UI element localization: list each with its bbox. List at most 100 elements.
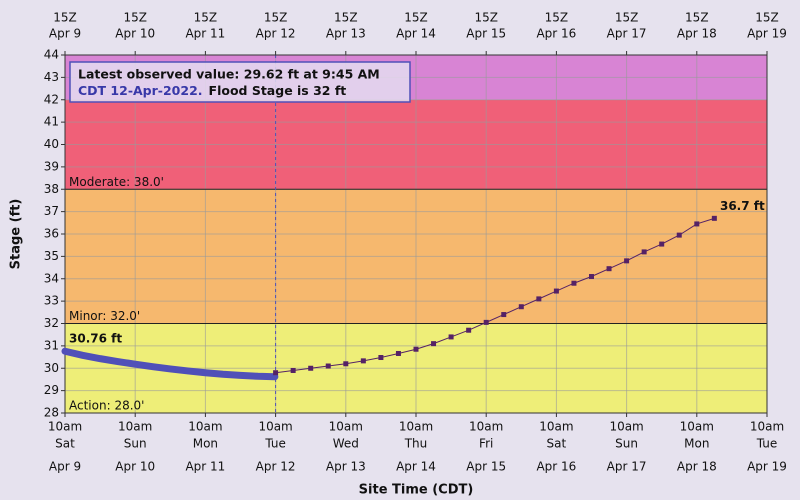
top-x-tick-date: Apr 19 — [747, 27, 787, 41]
x-tick-weekday: Tue — [264, 437, 286, 451]
forecast-point — [325, 363, 331, 369]
x-tick-weekday: Mon — [684, 437, 709, 451]
x-tick-label: 10am — [680, 420, 714, 434]
top-x-tick-date: Apr 10 — [115, 27, 155, 41]
threshold-label: Minor: 32.0' — [69, 309, 140, 323]
forecast-point — [273, 370, 279, 376]
x-tick-date: Apr 17 — [607, 460, 647, 474]
forecast-point — [378, 355, 384, 361]
top-x-tick-utc: 15Z — [334, 11, 358, 25]
top-x-tick-utc: 15Z — [194, 11, 218, 25]
x-axis-title: Site Time (CDT) — [359, 483, 474, 498]
forecast-point — [483, 319, 489, 325]
forecast-point — [431, 341, 437, 347]
y-tick-label: 36 — [44, 227, 59, 241]
x-tick-weekday: Tue — [756, 437, 778, 451]
x-tick-weekday: Sat — [55, 437, 75, 451]
y-tick-label: 32 — [44, 316, 59, 330]
top-x-tick-utc: 15Z — [53, 11, 77, 25]
top-x-tick-date: Apr 12 — [256, 27, 296, 41]
forecast-point — [624, 258, 630, 264]
annotation-box — [69, 61, 411, 103]
x-tick-weekday: Sat — [547, 437, 567, 451]
forecast-point — [448, 334, 454, 340]
top-x-tick-date: Apr 17 — [607, 27, 647, 41]
forecast-point — [606, 266, 612, 272]
y-tick-label: 41 — [44, 115, 59, 129]
y-axis-title: Stage (ft) — [9, 199, 24, 270]
forecast-point — [466, 327, 472, 333]
annotation-flood: Flood Stage is 32 ft — [209, 83, 347, 98]
top-x-tick-utc: 15Z — [545, 11, 569, 25]
forecast-point — [659, 241, 665, 247]
top-x-tick-date: Apr 9 — [49, 27, 81, 41]
x-tick-label: 10am — [539, 420, 573, 434]
forecast-point — [343, 361, 349, 367]
top-x-tick-date: Apr 16 — [536, 27, 576, 41]
x-tick-date: Apr 19 — [747, 460, 787, 474]
y-tick-label: 30 — [44, 361, 59, 375]
x-tick-weekday: Sun — [615, 437, 638, 451]
top-x-tick-utc: 15Z — [123, 11, 147, 25]
series-label: 30.76 ft — [69, 332, 122, 346]
forecast-point — [360, 358, 366, 364]
top-x-tick-utc: 15Z — [474, 11, 498, 25]
threshold-label: Action: 28.0' — [69, 399, 144, 413]
y-tick-label: 38 — [44, 182, 59, 196]
top-x-tick-date: Apr 15 — [466, 27, 506, 41]
forecast-point — [641, 249, 647, 255]
y-tick-label: 44 — [44, 48, 59, 62]
top-x-tick-utc: 15Z — [755, 11, 779, 25]
forecast-line — [275, 217, 715, 374]
annotation-date: CDT 12-Apr-2022. — [78, 83, 203, 98]
top-x-tick-utc: 15Z — [404, 11, 428, 25]
x-tick-date: Apr 10 — [115, 460, 155, 474]
x-tick-label: 10am — [118, 420, 152, 434]
x-tick-date: Apr 13 — [326, 460, 366, 474]
forecast-point — [290, 367, 296, 373]
forecast-point — [694, 221, 700, 227]
x-tick-date: Apr 14 — [396, 460, 436, 474]
x-tick-label: 10am — [399, 420, 433, 434]
forecast-point — [413, 346, 419, 352]
y-tick-label: 33 — [44, 294, 59, 308]
x-tick-label: 10am — [258, 420, 292, 434]
x-tick-weekday: Thu — [404, 437, 428, 451]
top-x-tick-utc: 15Z — [264, 11, 288, 25]
top-x-tick-utc: 15Z — [615, 11, 639, 25]
x-tick-date: Apr 15 — [466, 460, 506, 474]
top-x-tick-date: Apr 14 — [396, 27, 436, 41]
y-tick-label: 37 — [44, 204, 59, 218]
forecast-point — [501, 312, 507, 318]
y-tick-label: 42 — [44, 92, 59, 106]
forecast-point — [676, 232, 682, 238]
y-tick-label: 35 — [44, 249, 59, 263]
threshold-label: Moderate: 38.0' — [69, 175, 164, 189]
x-tick-label: 10am — [48, 420, 82, 434]
y-tick-label: 29 — [44, 383, 59, 397]
top-x-tick-date: Apr 18 — [677, 27, 717, 41]
forecast-point — [589, 274, 594, 280]
annotation-line1: Latest observed value: 29.62 ft at 9:45 … — [78, 67, 380, 82]
x-tick-date: Apr 11 — [185, 460, 225, 474]
x-tick-label: 10am — [329, 420, 363, 434]
forecast-point — [553, 288, 559, 294]
y-tick-label: 40 — [44, 137, 59, 151]
forecast-point — [711, 215, 717, 221]
top-x-tick-utc: 15Z — [685, 11, 709, 25]
x-tick-label: 10am — [750, 420, 784, 434]
y-tick-label: 43 — [44, 70, 59, 84]
x-tick-date: Apr 12 — [256, 460, 296, 474]
series-label: 36.7 ft — [720, 199, 765, 213]
forecast-point — [308, 365, 314, 371]
x-tick-weekday: Wed — [333, 437, 359, 451]
x-tick-weekday: Fri — [479, 437, 493, 451]
forecast-point — [571, 280, 577, 286]
annotation-line2: CDT 12-Apr-2022. Flood Stage is 32 ft — [78, 83, 346, 98]
top-x-tick-date: Apr 13 — [326, 27, 366, 41]
y-tick-label: 28 — [44, 406, 59, 420]
x-tick-date: Apr 9 — [49, 460, 81, 474]
forecast-point — [536, 296, 542, 302]
x-tick-weekday: Sun — [124, 437, 147, 451]
